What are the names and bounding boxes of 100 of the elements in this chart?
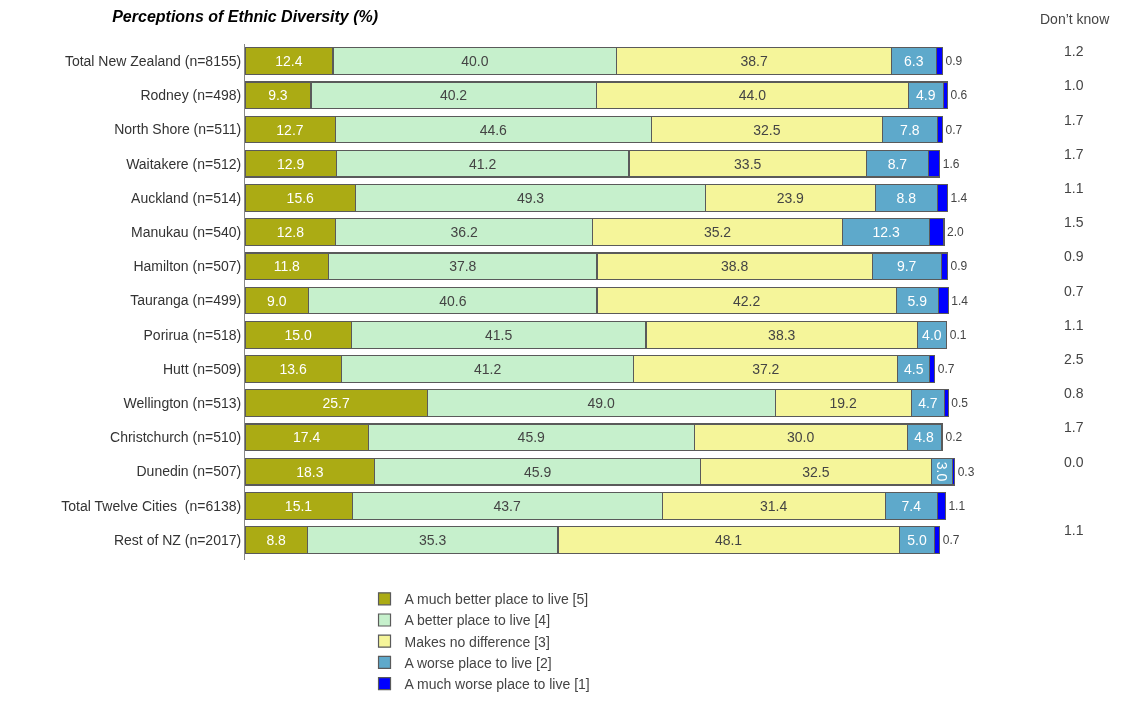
data-label: 8.7: [887, 155, 908, 172]
data-label: 3.0: [933, 461, 950, 482]
data-label: 2.0: [947, 225, 965, 240]
y-tick-label: Hutt (n=509): [162, 360, 242, 377]
data-label: 0.7: [942, 533, 960, 547]
text: 0.0: [1064, 454, 1084, 470]
data-label: 38.8: [720, 258, 749, 275]
data-label: 37.8: [449, 258, 477, 275]
legend-label: Makes no difference [3]: [404, 633, 550, 650]
y-tick-label: North Shore (n=511): [114, 121, 242, 138]
data-label: 15.6: [286, 189, 315, 206]
data-label: 0.7: [945, 122, 963, 137]
text: 1.0: [1064, 77, 1084, 93]
data-label: 0.5: [951, 396, 969, 411]
data-label: 25.7: [322, 395, 350, 412]
data-label: 9.0: [267, 292, 287, 309]
text: 0.8: [1064, 385, 1084, 401]
data-label: 38.7: [740, 53, 768, 70]
data-label: 18.3: [296, 463, 324, 480]
data-label: 17.4: [293, 429, 321, 446]
data-label: 30.0: [786, 429, 815, 446]
y-tick-label: Tauranga (n=499): [130, 292, 242, 309]
data-label: 7.4: [901, 497, 922, 514]
data-label: 4.0: [922, 326, 942, 343]
data-label: 44.0: [738, 87, 767, 104]
text: 1.1: [1064, 180, 1084, 196]
legend-label: A much better place to live [5]: [404, 591, 589, 608]
data-label: 12.9: [277, 155, 305, 172]
data-label: 0.6: [950, 88, 968, 103]
data-label: 12.3: [872, 224, 900, 241]
text: 1.1: [1064, 317, 1084, 333]
text: Don’t know: [1040, 11, 1111, 27]
data-label: 15.0: [284, 326, 312, 343]
data-label: 11.8: [273, 258, 301, 275]
chart-title: Perceptions of Ethnic Diversity (%): [112, 7, 379, 25]
y-tick-label: Porirua (n=518): [143, 326, 242, 343]
data-label: 0.2: [945, 430, 963, 445]
data-label: 5.0: [907, 532, 927, 548]
data-label: 23.9: [776, 189, 805, 206]
data-label: 12.8: [276, 224, 305, 241]
text: 1.7: [1064, 112, 1084, 128]
data-label: 48.1: [714, 532, 743, 548]
data-label: 36.2: [450, 224, 479, 241]
data-label: 19.2: [829, 395, 857, 412]
data-label: 4.7: [918, 395, 938, 412]
data-label: 0.3: [957, 464, 975, 479]
data-label: 4.8: [914, 429, 934, 446]
legend-label: A better place to live [4]: [404, 612, 551, 629]
data-label: 7.8: [900, 121, 920, 138]
data-label: 45.9: [517, 429, 546, 446]
data-label: 41.2: [473, 360, 502, 377]
data-label: 49.0: [587, 395, 615, 412]
data-label: 15.1: [284, 497, 313, 514]
y-tick-label: Auckland (n=514): [131, 189, 242, 206]
data-label: 4.5: [904, 360, 924, 377]
data-label: 1.1: [948, 498, 966, 513]
data-label: 43.7: [493, 497, 521, 514]
y-tick-label: Rest of NZ (n=2017): [113, 531, 242, 548]
data-label: 12.4: [275, 53, 303, 70]
data-label: 32.5: [753, 121, 781, 138]
data-label: 9.3: [268, 87, 288, 104]
data-label: 40.2: [439, 87, 468, 104]
y-tick-label: Wellington (n=513): [123, 395, 242, 412]
data-label: 0.9: [950, 259, 968, 274]
data-label: 41.5: [484, 326, 513, 343]
data-label: 5.9: [907, 292, 928, 309]
data-label: 0.7: [937, 361, 955, 376]
data-label: 6.3: [904, 53, 924, 70]
data-label: 44.6: [479, 121, 508, 138]
legend-label: A worse place to live [2]: [404, 654, 552, 671]
data-label: 32.5: [802, 463, 830, 480]
text: 0.9: [1064, 248, 1084, 264]
y-tick-label: Total Twelve Cities (n=6138): [61, 497, 242, 514]
data-label: 1.4: [950, 190, 968, 205]
data-label: 1.4: [951, 293, 969, 308]
data-label: 35.2: [703, 224, 732, 241]
data-label: 8.8: [266, 532, 287, 548]
y-tick-label: Christchurch (n=510): [110, 429, 242, 446]
data-label: 1.6: [942, 156, 960, 171]
text: 1.2: [1064, 43, 1084, 59]
y-tick-label: Manukau (n=540): [131, 224, 242, 241]
data-label: 13.6: [279, 360, 307, 377]
text: 0.7: [1064, 283, 1084, 299]
data-label: 0.1: [949, 327, 967, 342]
data-label: 8.8: [896, 189, 917, 206]
text: 1.7: [1064, 146, 1084, 162]
data-label: 37.2: [752, 360, 780, 377]
data-label: 42.2: [732, 292, 761, 309]
text: 2.5: [1064, 351, 1084, 367]
y-tick-label: Waitakere (n=512): [126, 155, 242, 172]
data-label: 4.9: [916, 87, 936, 104]
data-label: 0.9: [945, 54, 963, 69]
data-label: 45.9: [524, 463, 552, 480]
y-tick-label: Dunedin (n=507): [136, 463, 242, 480]
data-label: 41.2: [469, 155, 497, 172]
data-label: 40.6: [439, 292, 467, 309]
text: 1.1: [1064, 522, 1084, 538]
legend-label: A much worse place to live [1]: [404, 676, 590, 693]
text: 1.5: [1064, 214, 1084, 230]
data-label: 12.7: [276, 121, 304, 138]
